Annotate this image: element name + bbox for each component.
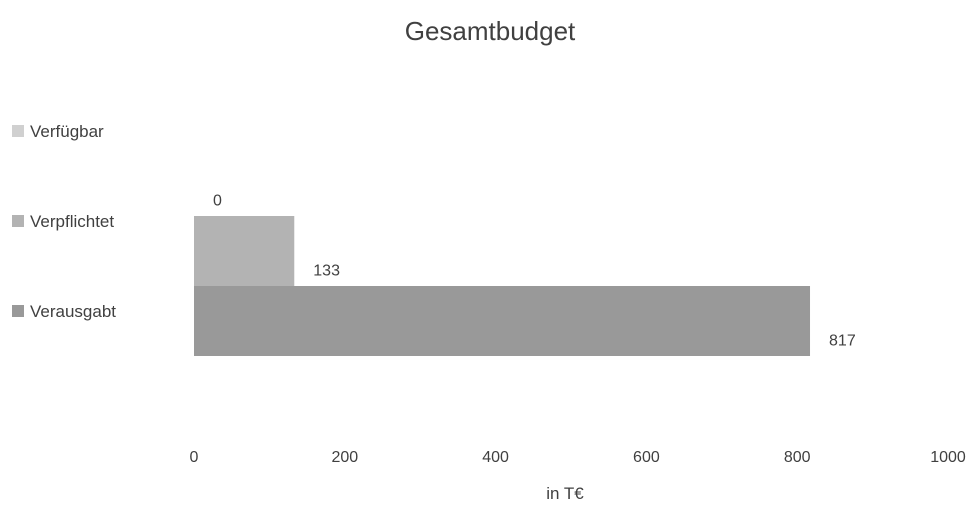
x-tick-label: 1000 [930, 449, 966, 466]
legend-label-verpflichtet: Verpflichtet [30, 212, 114, 231]
x-tick-label: 200 [331, 449, 358, 466]
x-axis-ticks: 0 200 400 600 800 1000 [190, 449, 966, 466]
data-label-verpflichtet: 133 [313, 263, 340, 280]
bar-verpflichtet [194, 216, 295, 286]
legend: Verfügbar Verpflichtet Verausgabt [12, 122, 116, 321]
bar-verausgabt [194, 286, 811, 356]
x-tick-label: 400 [482, 449, 509, 466]
data-label-verausgabt: 817 [829, 333, 856, 350]
chart-title: Gesamtbudget [405, 16, 576, 46]
data-label-verfugbar: 0 [213, 193, 222, 210]
legend-swatch-verfugbar [12, 125, 24, 137]
x-tick-label: 0 [190, 449, 199, 466]
data-labels: 817 133 0 [213, 193, 856, 350]
legend-swatch-verausgabt [12, 305, 24, 317]
x-tick-label: 800 [784, 449, 811, 466]
legend-swatch-verpflichtet [12, 215, 24, 227]
legend-label-verfugbar: Verfügbar [30, 122, 104, 141]
x-axis-title: in T€ [546, 484, 584, 503]
legend-label-verausgabt: Verausgabt [30, 302, 116, 321]
x-tick-label: 600 [633, 449, 660, 466]
bars [194, 216, 811, 356]
